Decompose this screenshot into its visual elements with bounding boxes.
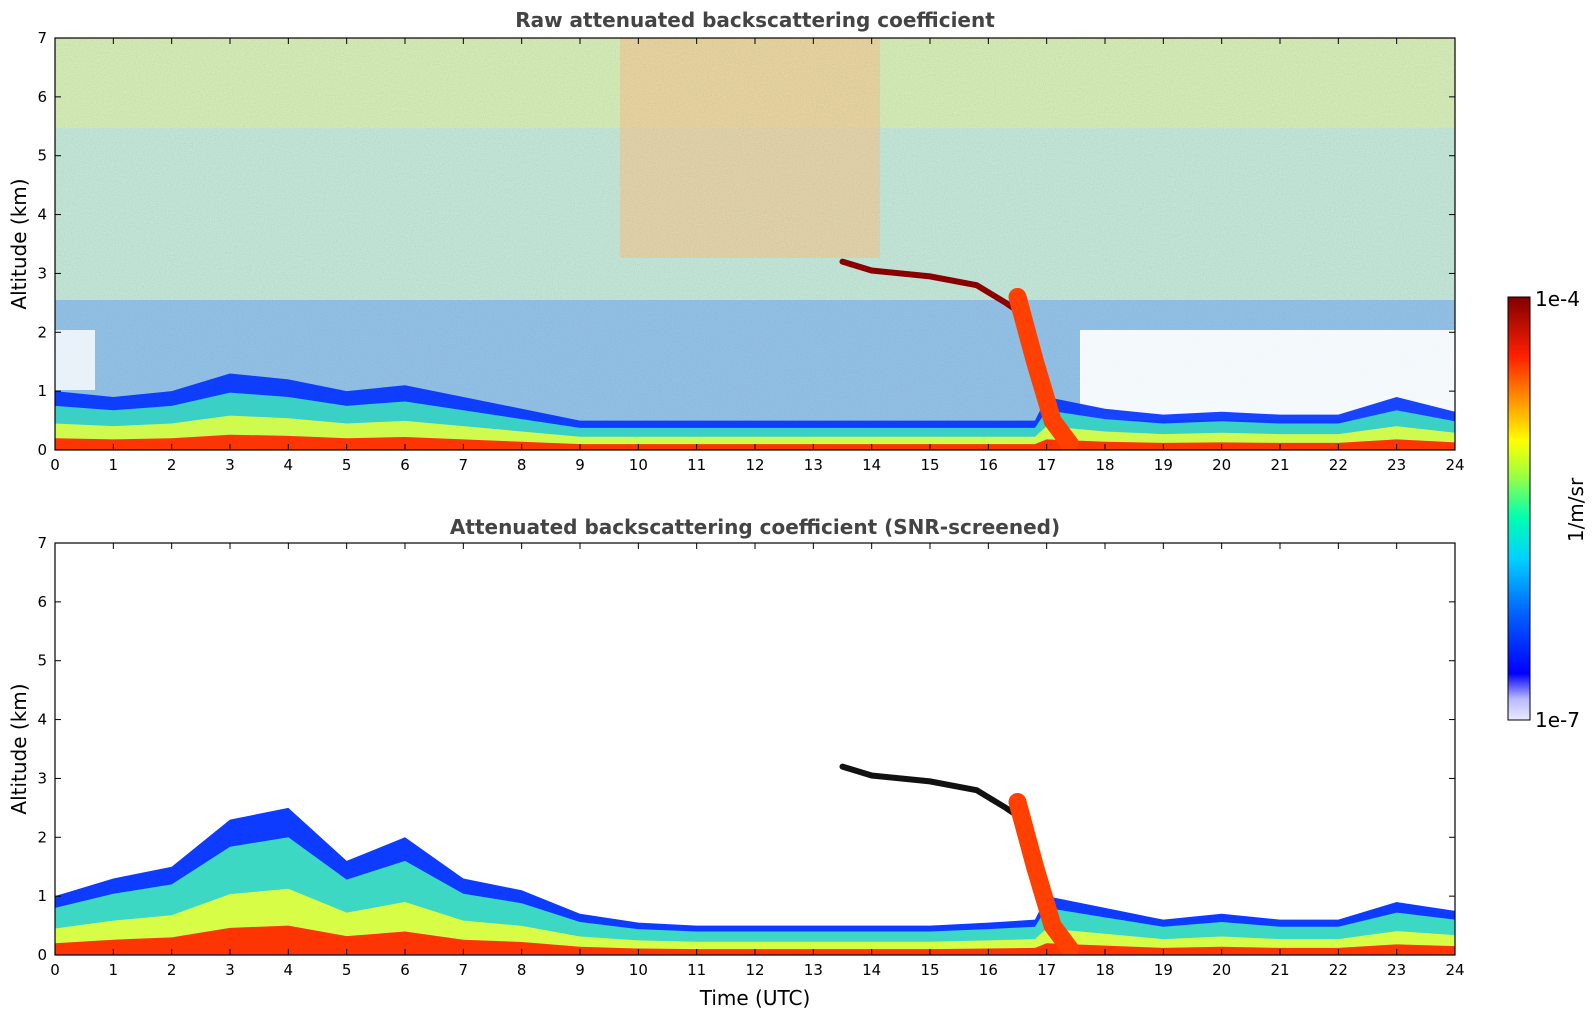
x-tick-label: 24 [1445,456,1464,474]
y-tick-label: 7 [37,29,47,47]
y-tick-label: 1 [37,887,47,905]
x-tick-label: 12 [745,456,764,474]
x-tick-label: 21 [1270,961,1289,979]
y-tick-label: 6 [37,88,47,106]
panel-raw-heatmap [55,38,1455,450]
cloud-layer [839,763,1027,823]
y-tick-label: 4 [37,206,47,224]
x-tick-label: 20 [1212,456,1231,474]
panel-screened-x-ticks: 0 1 2 3 4 5 6 7 8 9 10 11 12 13 14 15 16 17 18 19 20 21 22 23 24 [50,543,1465,979]
x-tick-label: 17 [1037,456,1056,474]
x-tick-label: 7 [459,456,469,474]
colorbar-max-label: 1e-4 [1535,287,1580,311]
y-tick-label: 0 [37,441,47,459]
x-tick-label: 19 [1154,456,1173,474]
panel-screened-title: Attenuated backscattering coefficient (S… [450,515,1060,539]
x-tick-label: 13 [804,961,823,979]
x-tick-label: 1 [109,961,119,979]
x-tick-label: 14 [862,456,881,474]
y-tick-label: 6 [37,593,47,611]
x-tick-label: 22 [1329,456,1348,474]
x-tick-label: 12 [745,961,764,979]
x-tick-label: 4 [284,961,294,979]
x-tick-label: 16 [979,961,998,979]
panel-raw-y-ticks: 0 1 2 3 4 5 6 7 [37,29,1455,459]
y-tick-label: 0 [37,946,47,964]
x-tick-label: 21 [1270,456,1289,474]
x-tick-label: 9 [575,456,585,474]
y-tick-label: 2 [37,323,47,341]
x-tick-label: 19 [1154,961,1173,979]
panel-screened-y-ticks: 0 1 2 3 4 5 6 7 [37,534,1455,964]
x-tick-label: 18 [1095,456,1114,474]
panel-raw: Raw attenuated backscattering coefficien… [7,8,1465,474]
x-tick-label: 8 [517,456,527,474]
x-tick-label: 23 [1387,961,1406,979]
y-tick-label: 3 [37,769,47,787]
x-tick-label: 10 [629,456,648,474]
x-axis-label: Time (UTC) [699,986,811,1010]
x-tick-label: 14 [862,961,881,979]
x-tick-label: 2 [167,456,177,474]
y-tick-label: 5 [37,652,47,670]
y-tick-label: 5 [37,147,47,165]
x-tick-label: 23 [1387,456,1406,474]
x-tick-label: 9 [575,961,585,979]
x-tick-label: 5 [342,961,352,979]
y-tick-label: 7 [37,534,47,552]
x-tick-label: 24 [1445,961,1464,979]
panel-screened-heatmap [55,543,1455,955]
x-tick-label: 3 [225,456,235,474]
cloud-layer [839,258,1027,318]
x-tick-label: 7 [459,961,469,979]
panel-raw-cloud-layer [839,258,1079,450]
x-tick-label: 20 [1212,961,1231,979]
colorbar-unit-label: 1/m/sr [1564,477,1588,542]
colorbar: 1e-4 1e-7 1/m/sr [1507,287,1588,732]
x-tick-label: 15 [920,961,939,979]
screened-layer-band [55,925,1455,955]
x-tick-label: 1 [109,456,119,474]
panel-screened-ylabel: Altitude (km) [7,683,31,814]
colorbar-gradient [1507,296,1531,721]
descending-layer [1008,792,1079,955]
x-tick-label: 4 [284,456,294,474]
x-tick-label: 11 [687,961,706,979]
x-tick-label: 13 [804,456,823,474]
x-tick-label: 11 [687,456,706,474]
y-tick-label: 2 [37,828,47,846]
panel-screened-cloud-layer [839,763,1079,955]
panel-raw-ylabel: Altitude (km) [7,178,31,309]
panel-raw-title: Raw attenuated backscattering coefficien… [515,8,995,32]
x-tick-label: 10 [629,961,648,979]
x-tick-label: 2 [167,961,177,979]
x-tick-label: 6 [400,961,410,979]
colorbar-min-label: 1e-7 [1535,708,1580,732]
x-tick-label: 0 [50,456,60,474]
x-tick-label: 16 [979,456,998,474]
x-tick-label: 18 [1095,961,1114,979]
panel-raw-x-ticks: 0 1 2 3 4 5 6 7 8 9 10 11 12 13 14 15 16 17 18 19 20 21 22 23 24 [50,38,1465,474]
panel-screened: Attenuated backscattering coefficient (S… [7,515,1465,1010]
x-tick-label: 5 [342,456,352,474]
x-tick-label: 15 [920,456,939,474]
x-tick-label: 3 [225,961,235,979]
y-tick-label: 1 [37,382,47,400]
x-tick-label: 0 [50,961,60,979]
descending-layer [1008,287,1079,450]
x-tick-label: 17 [1037,961,1056,979]
x-tick-label: 8 [517,961,527,979]
panel-screened-boundary-layer [55,807,1455,955]
x-tick-label: 22 [1329,961,1348,979]
y-tick-label: 3 [37,264,47,282]
x-tick-label: 6 [400,456,410,474]
y-tick-label: 4 [37,711,47,729]
